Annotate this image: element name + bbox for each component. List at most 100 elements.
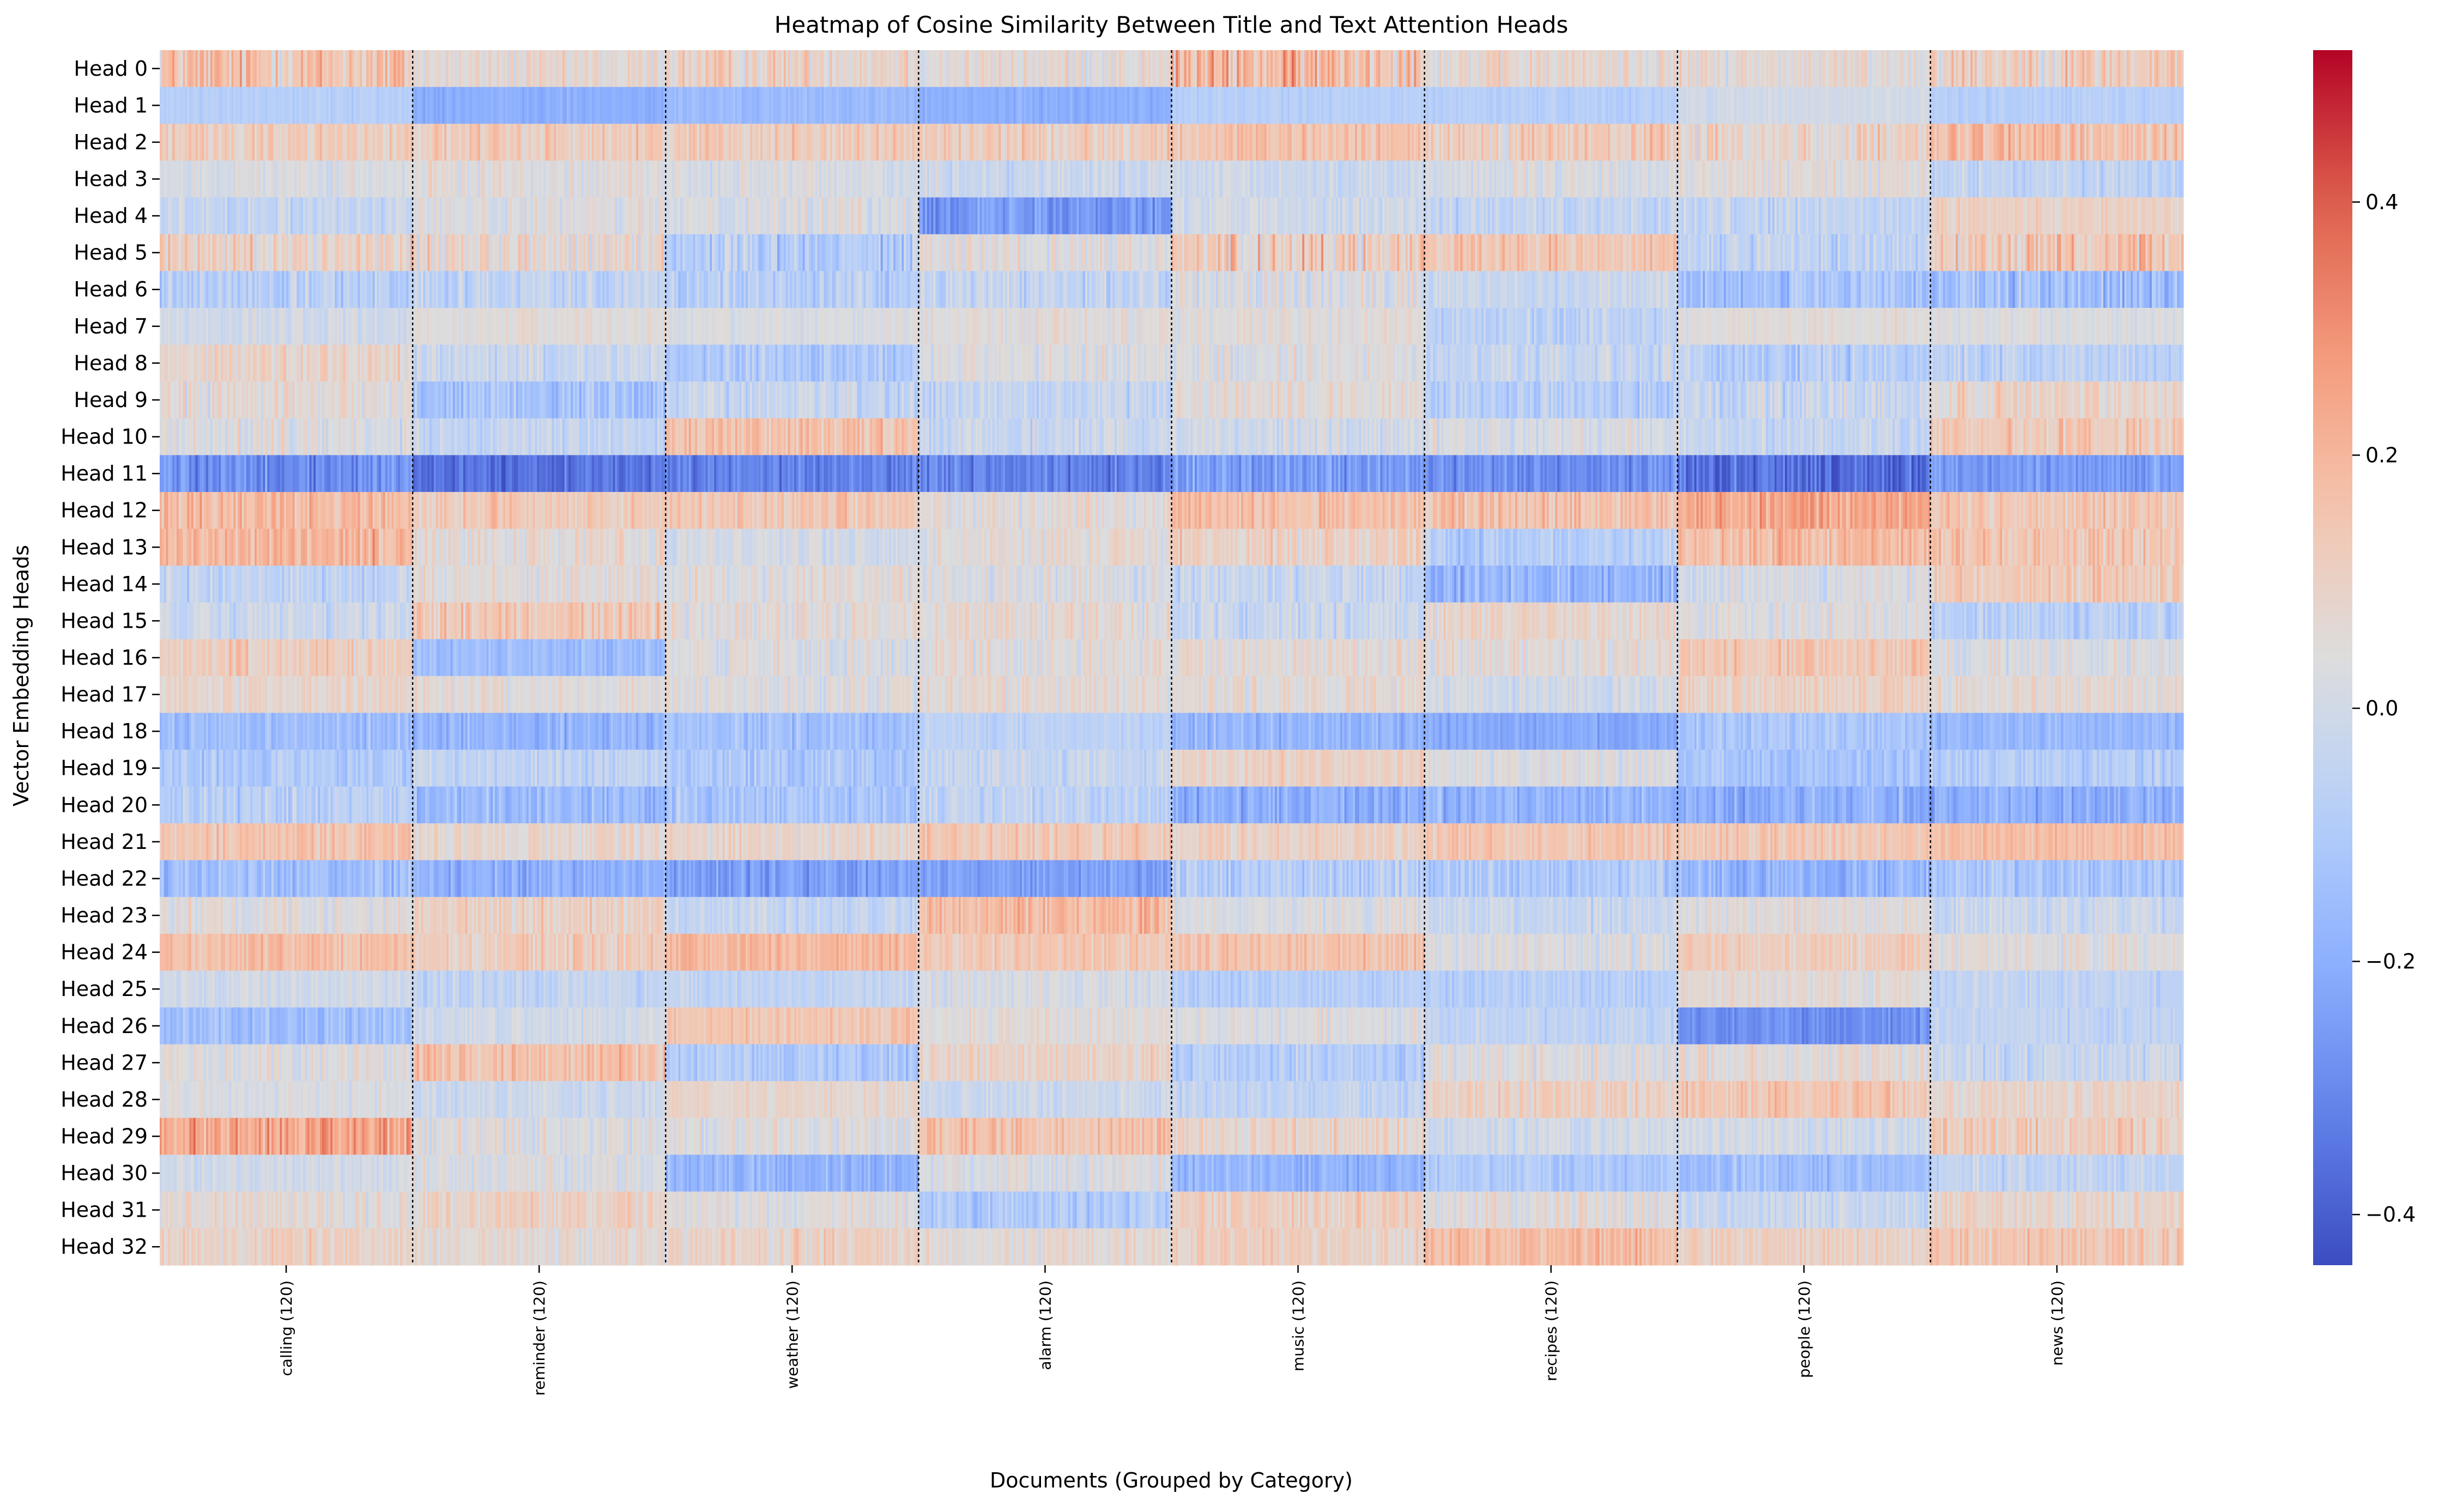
heatmap-cell [1924, 161, 1926, 198]
heatmap-cell [531, 87, 533, 124]
heatmap-cell [1323, 50, 1326, 87]
heatmap-cell [360, 124, 362, 161]
heatmap-cell [1410, 161, 1412, 198]
heatmap-cell [940, 197, 942, 234]
heatmap-cell [1914, 87, 1916, 124]
heatmap-cell [1054, 50, 1056, 87]
heatmap-cell [1378, 197, 1381, 234]
heatmap-cell [1426, 197, 1429, 234]
heatmap-cell [1808, 124, 1811, 161]
heatmap-cell [1941, 50, 1943, 87]
heatmap-cell [881, 50, 883, 87]
heatmap-cell [714, 161, 716, 198]
heatmap-cell [185, 197, 187, 234]
heatmap-cell [1717, 87, 1720, 124]
heatmap-cell [1777, 50, 1779, 87]
heatmap-cell [1671, 161, 1673, 198]
heatmap-cell [352, 197, 354, 234]
heatmap-cell [451, 87, 453, 124]
heatmap-cell [1119, 197, 1121, 234]
heatmap-cell [1637, 161, 1639, 198]
heatmap-cell [653, 124, 655, 161]
heatmap-cell [1532, 161, 1534, 198]
heatmap-cell [377, 161, 379, 198]
heatmap-cell [1800, 197, 1802, 234]
heatmap-cell [1024, 87, 1026, 124]
heatmap-cell [680, 50, 682, 87]
heatmap-cell [1825, 161, 1827, 198]
heatmap-cell [1933, 124, 1935, 161]
heatmap-cell [1939, 87, 1941, 124]
heatmap-cell [735, 124, 737, 161]
heatmap-cell [377, 87, 379, 124]
heatmap-cell [429, 161, 432, 198]
heatmap-cell [516, 161, 518, 198]
heatmap-cell [1545, 124, 1547, 161]
heatmap-cell [1003, 161, 1005, 198]
heatmap-cell [1880, 161, 1882, 198]
heatmap-cell [1454, 50, 1456, 87]
heatmap-cell [1443, 50, 1445, 87]
heatmap-cell [1872, 197, 1874, 234]
heatmap-cell [959, 161, 961, 198]
heatmap-cell [1633, 87, 1636, 124]
heatmap-cell [1998, 50, 2000, 87]
heatmap-cell [929, 161, 931, 198]
heatmap-cell [354, 50, 356, 87]
heatmap-cell [1992, 124, 1994, 161]
heatmap-cell [976, 50, 978, 87]
heatmap-cell [187, 50, 189, 87]
heatmap-cell [1157, 50, 1159, 87]
heatmap-cell [2032, 50, 2034, 87]
heatmap-cell [680, 197, 682, 234]
heatmap-cell [1163, 50, 1165, 87]
heatmap-cell [1875, 124, 1878, 161]
heatmap-cell [2097, 197, 2099, 234]
heatmap-cell [1572, 161, 1574, 198]
heatmap-cell [851, 87, 854, 124]
heatmap-cell [1195, 50, 1197, 87]
heatmap-cell [470, 161, 472, 198]
heatmap-cell [1159, 124, 1161, 161]
heatmap-cell [2059, 124, 2061, 161]
heatmap-cell [1182, 197, 1184, 234]
heatmap-cell [935, 124, 937, 161]
heatmap-cell [1277, 124, 1279, 161]
heatmap-cell [617, 124, 619, 161]
heatmap-cell [1490, 87, 1492, 124]
heatmap-cell [453, 124, 455, 161]
heatmap-cell [421, 161, 423, 198]
heatmap-cell [1005, 50, 1007, 87]
heatmap-cell [1530, 161, 1532, 198]
heatmap-cell [1591, 161, 1593, 198]
heatmap-cell [1083, 197, 1085, 234]
heatmap-cell [227, 161, 229, 198]
heatmap-cell [931, 50, 934, 87]
heatmap-cell [2135, 124, 2137, 161]
heatmap-cell [1372, 87, 1374, 124]
heatmap-cell [1462, 124, 1465, 161]
heatmap-cell [1975, 161, 1977, 198]
heatmap-cell [1922, 161, 1924, 198]
heatmap-cell [225, 234, 227, 271]
heatmap-cell [733, 124, 735, 161]
heatmap-cell [2032, 161, 2034, 198]
heatmap-cell [337, 87, 339, 124]
heatmap-cell [2055, 197, 2057, 234]
heatmap-cell [646, 50, 649, 87]
heatmap-cell [876, 50, 879, 87]
heatmap-cell [1250, 50, 1252, 87]
heatmap-cell [1517, 197, 1520, 234]
heatmap-cell [295, 50, 297, 87]
heatmap-cell [486, 50, 488, 87]
heatmap-cell [470, 50, 472, 87]
heatmap-cell [1212, 161, 1214, 198]
heatmap-cell [1001, 161, 1003, 198]
heatmap-cell [2017, 197, 2019, 234]
heatmap-cell [662, 87, 664, 124]
heatmap-cell [801, 161, 803, 198]
heatmap-cell [1884, 197, 1886, 234]
heatmap-cell [2042, 87, 2044, 124]
heatmap-cell [967, 197, 969, 234]
heatmap-cell [2091, 50, 2093, 87]
